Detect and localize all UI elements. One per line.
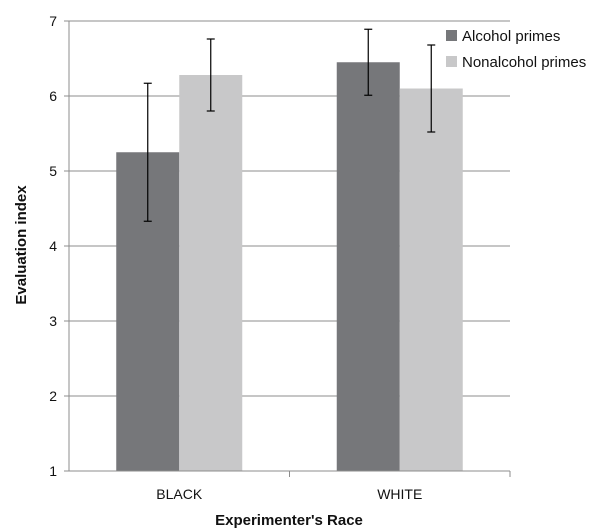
y-tick-label-5: 6: [49, 88, 57, 104]
legend-swatch-nonalcohol: [446, 56, 457, 67]
y-tick-label-2: 3: [49, 313, 57, 329]
axes: 1 2 3 4 5 6 7 BLACK WHITE: [49, 13, 511, 502]
y-tick-label-6: 7: [49, 13, 57, 29]
legend-swatch-alcohol: [446, 30, 457, 41]
y-tick-label-4: 5: [49, 163, 57, 179]
x-axis-title: Experimenter's Race: [215, 512, 363, 529]
x-tick-label-0: BLACK: [156, 486, 203, 502]
error-bar-1-0: [206, 38, 215, 112]
bar-0-1: [336, 62, 400, 471]
legend-label-alcohol: Alcohol primes: [462, 28, 560, 45]
bar-1-1: [399, 88, 463, 471]
error-bar-0-1: [364, 28, 373, 96]
y-axis-title: Evaluation index: [13, 185, 30, 305]
y-tick-label-3: 4: [49, 238, 57, 254]
error-bar-1-1: [427, 44, 436, 133]
y-tick-label-1: 2: [49, 388, 57, 404]
legend: Alcohol primes Nonalcohol primes: [446, 28, 586, 71]
x-tick-label-1: WHITE: [377, 486, 422, 502]
error-bar-0-0: [143, 82, 152, 222]
y-tick-label-0: 1: [49, 463, 57, 479]
bars: [116, 62, 463, 471]
error-bars: [143, 28, 436, 222]
bar-1-0: [179, 75, 243, 471]
legend-label-nonalcohol: Nonalcohol primes: [462, 54, 586, 71]
